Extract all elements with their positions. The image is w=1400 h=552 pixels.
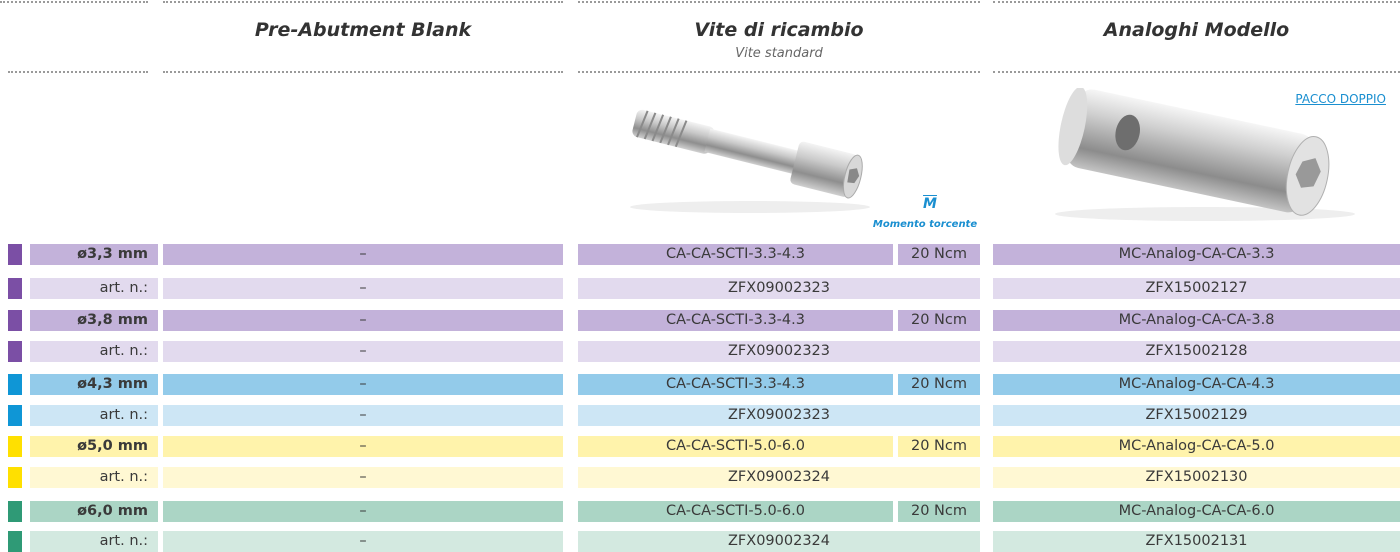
- art-label: art. n.:: [30, 467, 158, 488]
- torque: 20 Ncm: [898, 244, 980, 265]
- rule: [993, 1, 1400, 3]
- analog: MC-Analog-CA-CA-3.8: [993, 310, 1400, 331]
- column-title: Pre-Abutment Blank: [254, 19, 472, 41]
- torque-label: Momento torcente: [872, 219, 978, 230]
- rule: [163, 71, 563, 73]
- torque: 20 Ncm: [898, 310, 980, 331]
- link[interactable]: PACCO DOPPIO: [1295, 92, 1386, 106]
- blank-art: –: [163, 531, 563, 552]
- color-bar: [8, 374, 22, 395]
- art-label: art. n.:: [30, 278, 158, 299]
- analog: MC-Analog-CA-CA-6.0: [993, 501, 1400, 522]
- color-bar: [8, 278, 22, 299]
- blank-art: –: [163, 278, 563, 299]
- art-label: art. n.:: [30, 531, 158, 552]
- screw-art: ZFX09002323: [578, 278, 980, 299]
- column-title: Analoghi Modello: [1103, 19, 1290, 41]
- column-title: Vite di ricambio: [694, 19, 864, 41]
- art-label: art. n.:: [30, 405, 158, 426]
- analog-art: ZFX15002129: [993, 405, 1400, 426]
- screw-art: ZFX09002323: [578, 341, 980, 362]
- analog-image: [1055, 88, 1355, 221]
- blank: –: [163, 244, 563, 265]
- screw: CA-CA-SCTI-3.3-4.3: [578, 374, 893, 395]
- diameter: ø5,0 mm: [30, 436, 158, 457]
- analog-art: ZFX15002131: [993, 531, 1400, 552]
- diameter: ø3,3 mm: [30, 244, 158, 265]
- color-bar: [8, 244, 22, 265]
- torque-symbol-text: M: [923, 196, 937, 212]
- screw: CA-CA-SCTI-5.0-6.0: [578, 501, 893, 522]
- screw: CA-CA-SCTI-5.0-6.0: [578, 436, 893, 457]
- blank-art: –: [163, 341, 563, 362]
- rule: [0, 1, 148, 3]
- rule: [578, 71, 980, 73]
- blank-art: –: [163, 405, 563, 426]
- blank: –: [163, 374, 563, 395]
- screw-art: ZFX09002324: [578, 531, 980, 552]
- analog-art: ZFX15002127: [993, 278, 1400, 299]
- color-bar: [8, 436, 22, 457]
- torque: 20 Ncm: [898, 374, 980, 395]
- torque: 20 Ncm: [898, 436, 980, 457]
- rule: [578, 1, 980, 3]
- color-bar: [8, 501, 22, 522]
- torque: 20 Ncm: [898, 501, 980, 522]
- color-bar: [8, 341, 22, 362]
- analog: MC-Analog-CA-CA-5.0: [993, 436, 1400, 457]
- blank: –: [163, 436, 563, 457]
- rule: [163, 1, 563, 3]
- color-bar: [8, 531, 22, 552]
- screw-art: ZFX09002323: [578, 405, 980, 426]
- screw: CA-CA-SCTI-3.3-4.3: [578, 244, 893, 265]
- diameter: ø4,3 mm: [30, 374, 158, 395]
- color-bar: [8, 310, 22, 331]
- rule: [993, 71, 1400, 73]
- analog: MC-Analog-CA-CA-3.3: [993, 244, 1400, 265]
- screw-image: [630, 109, 870, 213]
- screw: CA-CA-SCTI-3.3-4.3: [578, 310, 893, 331]
- rule: [8, 71, 148, 73]
- blank-art: –: [163, 467, 563, 488]
- diameter: ø3,8 mm: [30, 310, 158, 331]
- blank: –: [163, 310, 563, 331]
- column-subtitle: Vite standard: [735, 46, 823, 61]
- color-bar: [8, 467, 22, 488]
- analog: MC-Analog-CA-CA-4.3: [993, 374, 1400, 395]
- blank: –: [163, 501, 563, 522]
- screw-art: ZFX09002324: [578, 467, 980, 488]
- diameter: ø6,0 mm: [30, 501, 158, 522]
- analog-art: ZFX15002130: [993, 467, 1400, 488]
- art-label: art. n.:: [30, 341, 158, 362]
- color-bar: [8, 405, 22, 426]
- analog-art: ZFX15002128: [993, 341, 1400, 362]
- torque-symbol: M: [895, 196, 965, 212]
